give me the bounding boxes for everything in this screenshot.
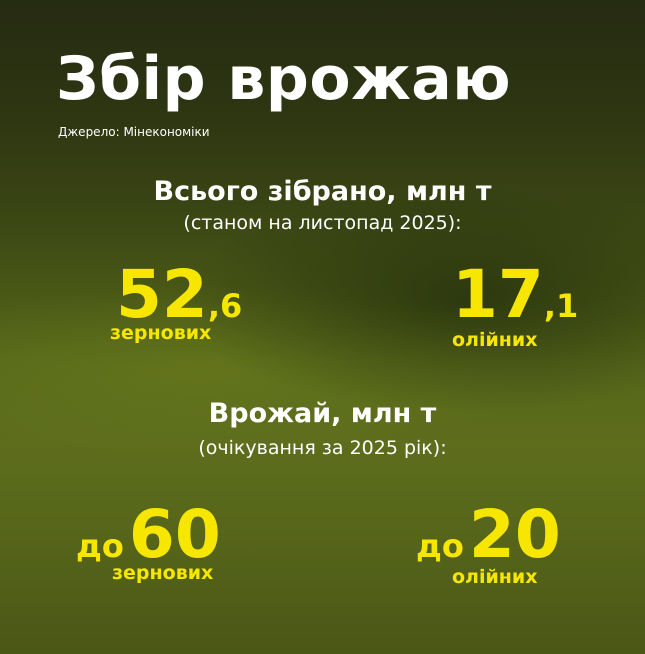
title: Збір врожаю	[56, 44, 512, 114]
stat-fraction: ,6	[207, 287, 243, 325]
stat-label: зернових	[110, 322, 212, 344]
section-note: (станом на листопад 2025):	[183, 212, 462, 234]
stat-value: 20	[468, 496, 561, 573]
stat-prefix: до	[416, 527, 464, 565]
stat-fraction: ,1	[543, 287, 579, 325]
stat: 17,1	[452, 262, 578, 328]
section-note: (очікування за 2025 рік):	[198, 437, 447, 459]
stat-value: 60	[128, 496, 221, 573]
stat-value: 17	[452, 256, 544, 333]
stat-label: олійних	[452, 329, 538, 351]
stat-label: олійних	[452, 566, 538, 588]
source: Джерело: Мінекономіки	[58, 125, 210, 139]
stat-value: 52	[116, 256, 208, 333]
stat: до 20	[416, 502, 561, 568]
stat: до 60	[76, 502, 221, 568]
section-heading: Врожай, млн т	[208, 398, 437, 429]
section-heading: Всього зібрано, млн т	[153, 176, 492, 207]
stat: 52,6	[116, 262, 242, 328]
stat-prefix: до	[76, 527, 124, 565]
stat-label: зернових	[112, 562, 214, 584]
